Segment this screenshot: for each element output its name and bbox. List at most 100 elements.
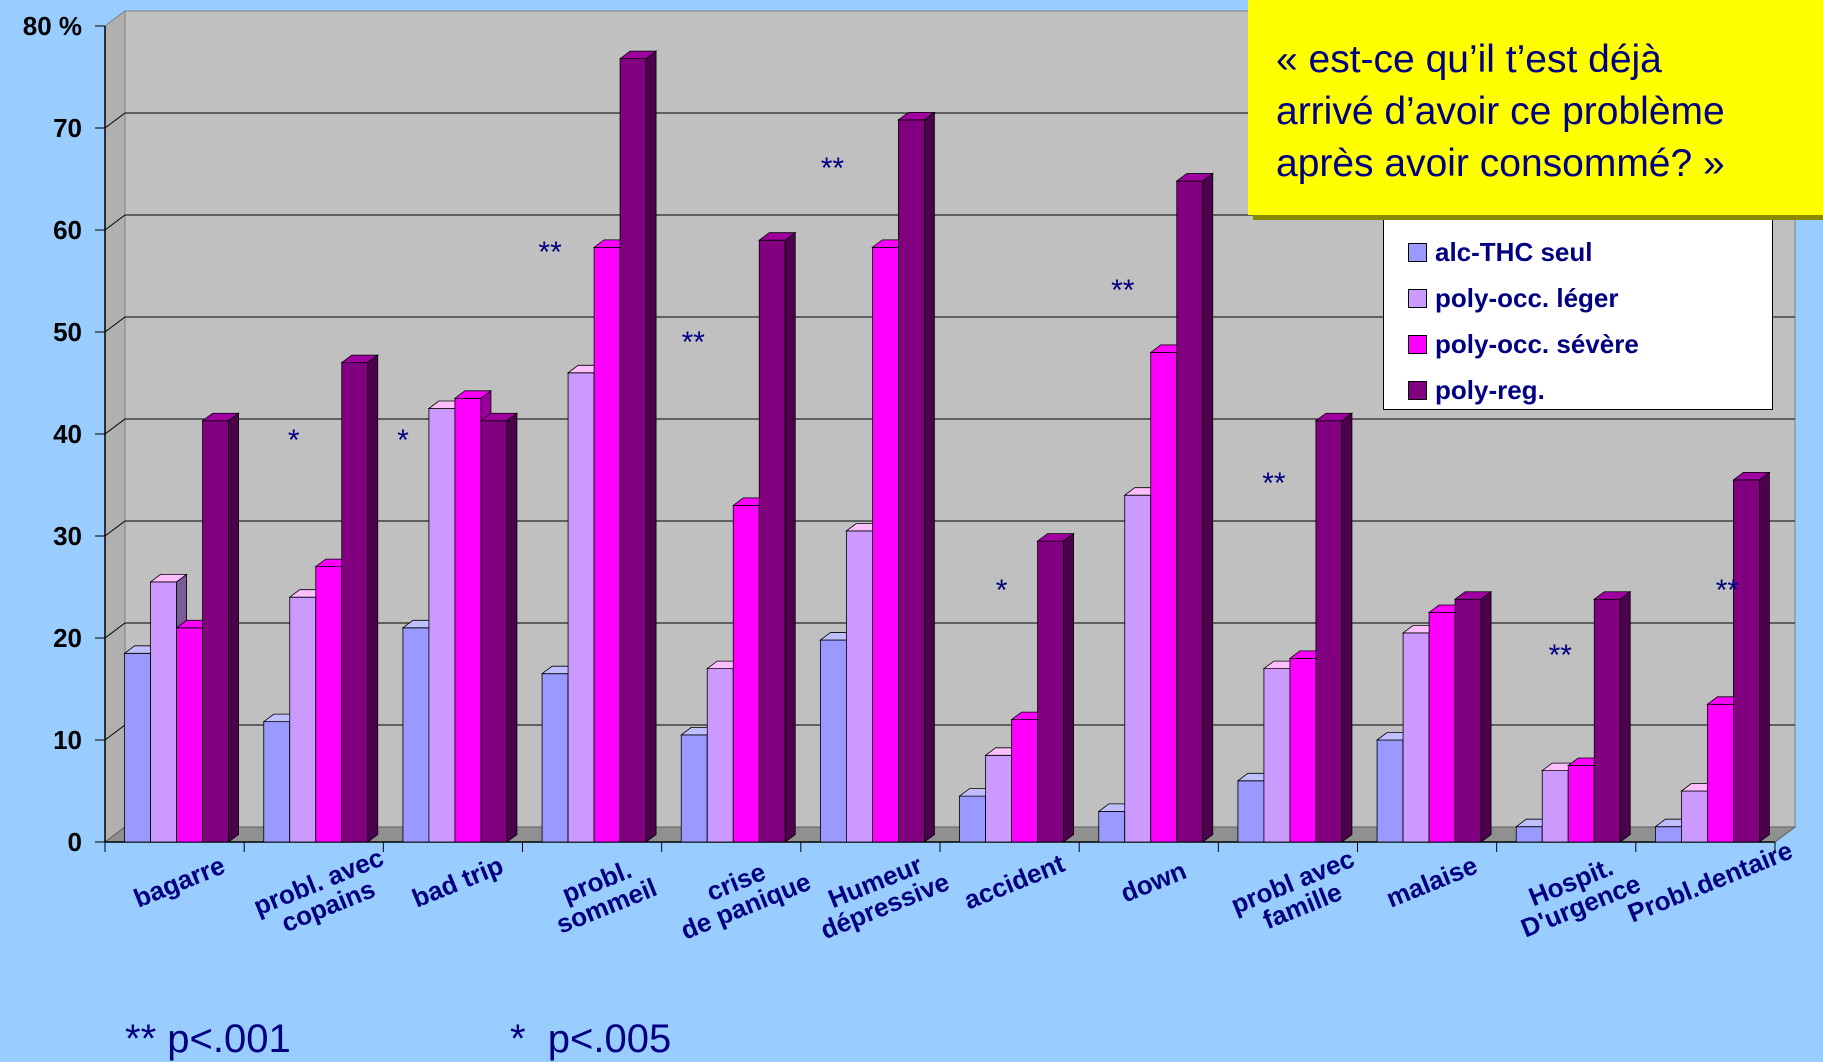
- bar-poly-occ-s-v-re: [1568, 766, 1594, 843]
- bar-poly-reg-: [342, 363, 368, 842]
- bar-poly-occ-l-ger: [1264, 669, 1290, 842]
- y-tick-label: 50: [53, 317, 82, 347]
- x-tick-label: malaise: [1382, 850, 1482, 914]
- bar-poly-occ-s-v-re: [872, 247, 898, 842]
- bar-poly-occ-l-ger: [707, 669, 733, 842]
- y-tick-label: 10: [53, 725, 82, 755]
- bar-poly-occ-s-v-re: [177, 628, 203, 842]
- y-axis-unit-label: 80 %: [23, 11, 82, 41]
- significance-marker: **: [1262, 467, 1286, 500]
- x-tick-label-line: bagarre: [129, 850, 229, 914]
- bar-alc-thc-seul: [264, 722, 290, 842]
- bar-side: [785, 233, 795, 842]
- legend-label: alc-THC seul: [1435, 237, 1593, 268]
- bar-alc-thc-seul: [125, 653, 151, 842]
- bar-poly-occ-l-ger: [1125, 495, 1151, 842]
- significance-marker: **: [682, 326, 706, 359]
- significance-marker: **: [1549, 639, 1573, 672]
- x-tick-label: crisede panique: [667, 842, 815, 945]
- bar-poly-occ-s-v-re: [316, 567, 342, 842]
- bar-poly-reg-: [481, 421, 507, 842]
- significance-marker: *: [288, 424, 300, 457]
- bar-alc-thc-seul: [1655, 827, 1681, 842]
- x-tick-label-line: Probl.dentaire: [1623, 835, 1796, 928]
- bar-poly-occ-l-ger: [986, 755, 1012, 842]
- footnote-p001: ** p<.001: [125, 1017, 291, 1061]
- bar-poly-occ-l-ger: [568, 373, 594, 842]
- bar-poly-occ-s-v-re: [1429, 613, 1455, 843]
- bar-poly-reg-: [203, 421, 229, 842]
- bar-alc-thc-seul: [1238, 781, 1264, 842]
- bar-side: [368, 355, 378, 842]
- legend-item-poly-occ-leger: poly-occ. léger: [1408, 275, 1772, 321]
- bar-poly-reg-: [1038, 541, 1064, 842]
- legend-item-poly-reg: poly-reg.: [1408, 367, 1772, 413]
- bar-alc-thc-seul: [820, 640, 846, 842]
- y-tick-label: 0: [68, 827, 82, 857]
- bar-poly-reg-: [898, 120, 924, 842]
- bar-alc-thc-seul: [681, 735, 707, 842]
- y-tick-label: 60: [53, 215, 82, 245]
- x-tick-label-line: bad trip: [408, 850, 508, 914]
- significance-marker: *: [397, 424, 409, 457]
- significance-marker: **: [1111, 274, 1135, 307]
- significance-marker: *: [996, 574, 1008, 607]
- bar-poly-reg-: [1316, 421, 1342, 842]
- bar-poly-occ-l-ger: [1403, 633, 1429, 842]
- bar-alc-thc-seul: [1377, 740, 1403, 842]
- bar-side: [507, 413, 517, 842]
- legend: alc-THC seul poly-occ. léger poly-occ. s…: [1383, 218, 1773, 410]
- legend-swatch: [1408, 289, 1427, 308]
- y-tick-label: 40: [53, 419, 82, 449]
- legend-label: poly-reg.: [1435, 375, 1545, 406]
- bar-poly-occ-s-v-re: [594, 247, 620, 842]
- bar-poly-occ-l-ger: [846, 531, 872, 842]
- bar-poly-occ-s-v-re: [733, 505, 759, 842]
- y-tick-label: 20: [53, 623, 82, 653]
- bar-side: [1342, 413, 1352, 842]
- bar-alc-thc-seul: [542, 674, 568, 842]
- bar-poly-occ-s-v-re: [1151, 352, 1177, 842]
- bar-poly-occ-s-v-re: [455, 398, 481, 842]
- x-tick-label-line: down: [1116, 855, 1190, 908]
- bar-side: [1203, 174, 1213, 842]
- bar-poly-occ-s-v-re: [1290, 658, 1316, 842]
- bar-side: [1620, 592, 1630, 842]
- bar-poly-occ-l-ger: [1542, 771, 1568, 842]
- legend-item-poly-occ-severe: poly-occ. sévère: [1408, 321, 1772, 367]
- bar-side: [924, 112, 934, 842]
- y-tick-label: 30: [53, 521, 82, 551]
- legend-swatch: [1408, 335, 1427, 354]
- legend-swatch: [1408, 381, 1427, 400]
- x-tick-label: bad trip: [408, 850, 508, 914]
- bar-side: [1064, 534, 1074, 842]
- bar-side: [1481, 592, 1491, 842]
- bar-poly-occ-l-ger: [290, 597, 316, 842]
- bar-side: [229, 413, 239, 842]
- legend-item-alc-thc: alc-THC seul: [1408, 229, 1772, 275]
- x-tick-label-line: malaise: [1382, 850, 1482, 914]
- bar-poly-occ-l-ger: [429, 409, 455, 843]
- bar-poly-occ-s-v-re: [1707, 704, 1733, 842]
- bar-poly-reg-: [759, 240, 785, 842]
- bar-alc-thc-seul: [403, 628, 429, 842]
- bar-poly-reg-: [620, 59, 646, 842]
- bar-poly-reg-: [1733, 480, 1759, 842]
- bar-alc-thc-seul: [1516, 827, 1542, 842]
- bar-poly-reg-: [1594, 599, 1620, 842]
- x-tick-label-line: accident: [960, 848, 1069, 915]
- bar-side: [1759, 472, 1769, 842]
- bar-poly-reg-: [1455, 599, 1481, 842]
- bar-poly-occ-s-v-re: [1012, 720, 1038, 842]
- x-tick-label: Probl.dentaire: [1623, 835, 1796, 928]
- x-tick-label: accident: [960, 848, 1069, 915]
- bar-poly-reg-: [1177, 181, 1203, 842]
- callout-line: arrivé d’avoir ce problème: [1276, 86, 1823, 138]
- y-tick-label: 70: [53, 113, 82, 143]
- significance-marker: **: [1716, 574, 1740, 607]
- bar-side: [646, 51, 656, 842]
- x-tick-label: Hospit.D'urgence: [1507, 844, 1645, 943]
- callout-line: « est-ce qu’il t’est déjà: [1276, 34, 1823, 86]
